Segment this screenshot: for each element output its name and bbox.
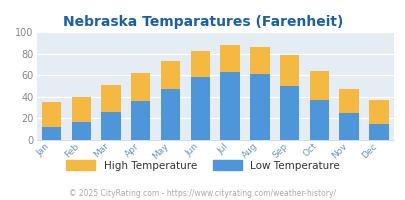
- Bar: [220, 45, 239, 72]
- Bar: [190, 51, 209, 77]
- Bar: [101, 112, 120, 140]
- Bar: [279, 55, 298, 86]
- Bar: [101, 85, 120, 112]
- Bar: [309, 100, 328, 140]
- Bar: [369, 124, 388, 140]
- Bar: [42, 102, 61, 127]
- Bar: [339, 113, 358, 140]
- Bar: [131, 101, 150, 140]
- Bar: [369, 100, 388, 124]
- Text: © 2025 CityRating.com - https://www.cityrating.com/weather-history/: © 2025 CityRating.com - https://www.city…: [69, 189, 336, 198]
- Legend: High Temperature, Low Temperature: High Temperature, Low Temperature: [62, 156, 343, 175]
- Bar: [279, 86, 298, 140]
- Bar: [42, 127, 61, 140]
- Bar: [249, 74, 269, 140]
- Text: Nebraska Temparatures (Farenheit): Nebraska Temparatures (Farenheit): [63, 15, 342, 29]
- Bar: [190, 77, 209, 140]
- Bar: [220, 72, 239, 140]
- Bar: [249, 47, 269, 74]
- Bar: [339, 89, 358, 113]
- Bar: [71, 97, 91, 122]
- Bar: [71, 122, 91, 140]
- Bar: [131, 73, 150, 101]
- Bar: [309, 71, 328, 100]
- Bar: [160, 61, 180, 89]
- Bar: [160, 89, 180, 140]
